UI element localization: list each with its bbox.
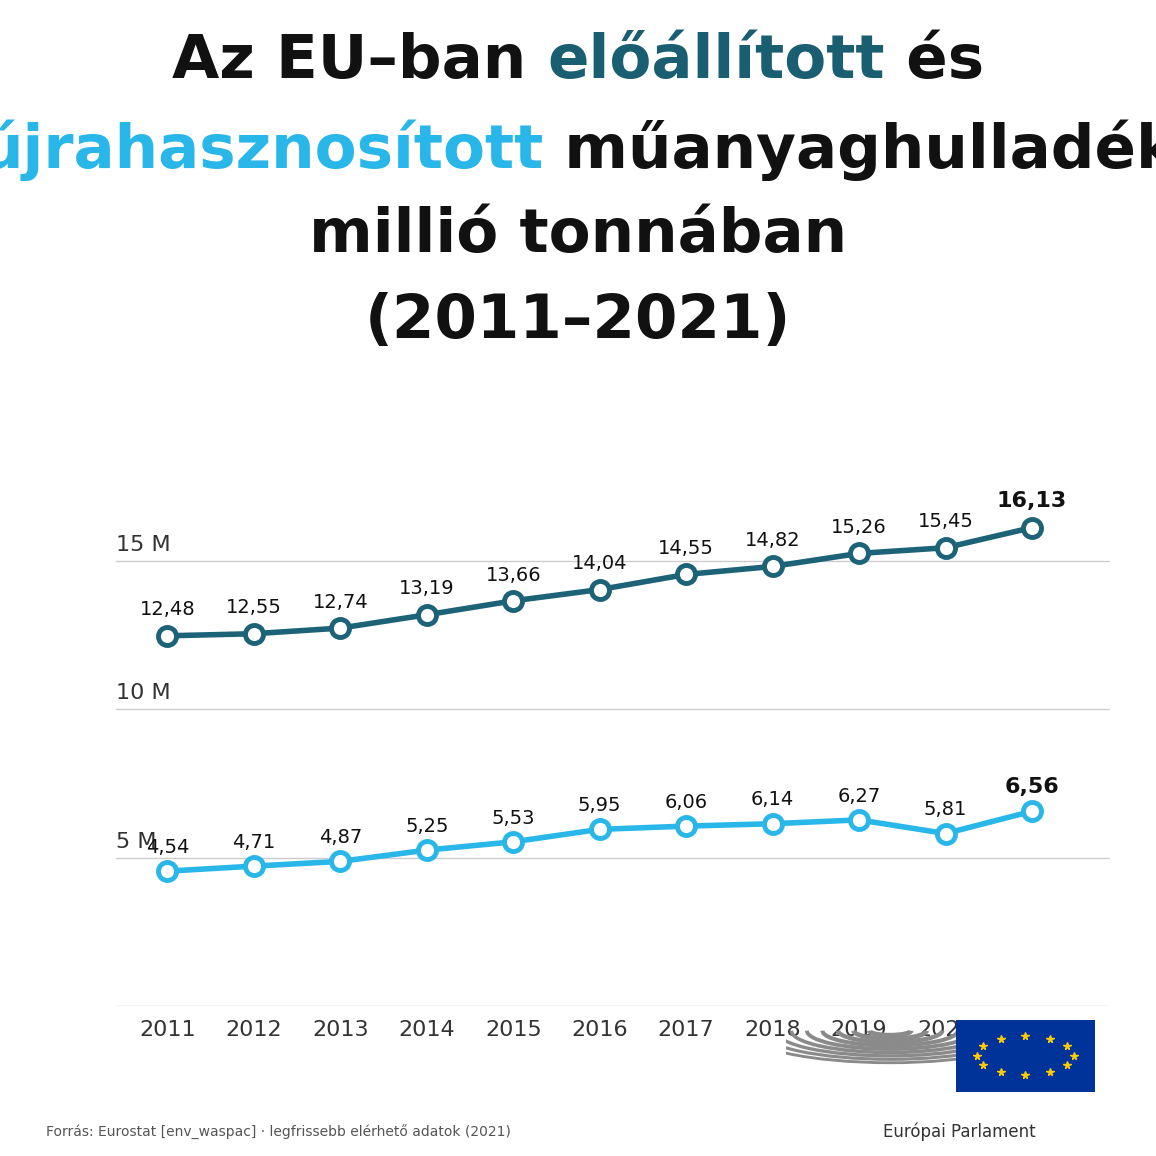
Text: 12,55: 12,55 xyxy=(225,599,282,617)
Text: 13,19: 13,19 xyxy=(399,579,454,599)
Text: (2011–2021): (2011–2021) xyxy=(365,292,791,351)
Text: 4,71: 4,71 xyxy=(232,832,275,852)
Text: újrahasznosított: újrahasznosított xyxy=(0,119,543,180)
Text: 5,81: 5,81 xyxy=(924,800,968,820)
Text: 4,87: 4,87 xyxy=(319,828,362,847)
Text: műanyaghulladék: műanyaghulladék xyxy=(543,119,1156,180)
Text: 15 M: 15 M xyxy=(116,535,170,555)
Text: és: és xyxy=(885,32,984,91)
Text: 15,45: 15,45 xyxy=(918,512,973,532)
Text: 4,54: 4,54 xyxy=(146,838,190,857)
Text: 6,06: 6,06 xyxy=(665,793,707,812)
Text: 14,82: 14,82 xyxy=(744,531,800,550)
Text: millió tonnában: millió tonnában xyxy=(309,206,847,265)
Text: 14,04: 14,04 xyxy=(572,554,628,573)
Text: 12,74: 12,74 xyxy=(312,593,368,612)
Text: 5,53: 5,53 xyxy=(491,808,535,828)
FancyBboxPatch shape xyxy=(956,1020,1095,1091)
Text: Az EU–ban: Az EU–ban xyxy=(172,32,548,91)
Text: 10 M: 10 M xyxy=(116,683,170,703)
Text: előállított: előállított xyxy=(548,32,885,91)
Text: Európai Parlament: Európai Parlament xyxy=(883,1122,1036,1141)
Text: 12,48: 12,48 xyxy=(140,600,195,620)
Text: 6,14: 6,14 xyxy=(751,791,794,809)
Text: 13,66: 13,66 xyxy=(486,565,541,585)
Text: Forrás: Eurostat [env_waspac] · legfrissebb elérhető adatok (2021): Forrás: Eurostat [env_waspac] · legfriss… xyxy=(46,1124,511,1139)
Text: 14,55: 14,55 xyxy=(658,539,714,558)
Text: 5,25: 5,25 xyxy=(405,817,449,836)
Text: 5 M: 5 M xyxy=(116,831,156,852)
Text: 6,56: 6,56 xyxy=(1005,777,1059,796)
Text: 15,26: 15,26 xyxy=(831,518,887,538)
Text: 16,13: 16,13 xyxy=(996,491,1067,511)
Text: 6,27: 6,27 xyxy=(837,786,881,806)
Text: 5,95: 5,95 xyxy=(578,796,622,815)
